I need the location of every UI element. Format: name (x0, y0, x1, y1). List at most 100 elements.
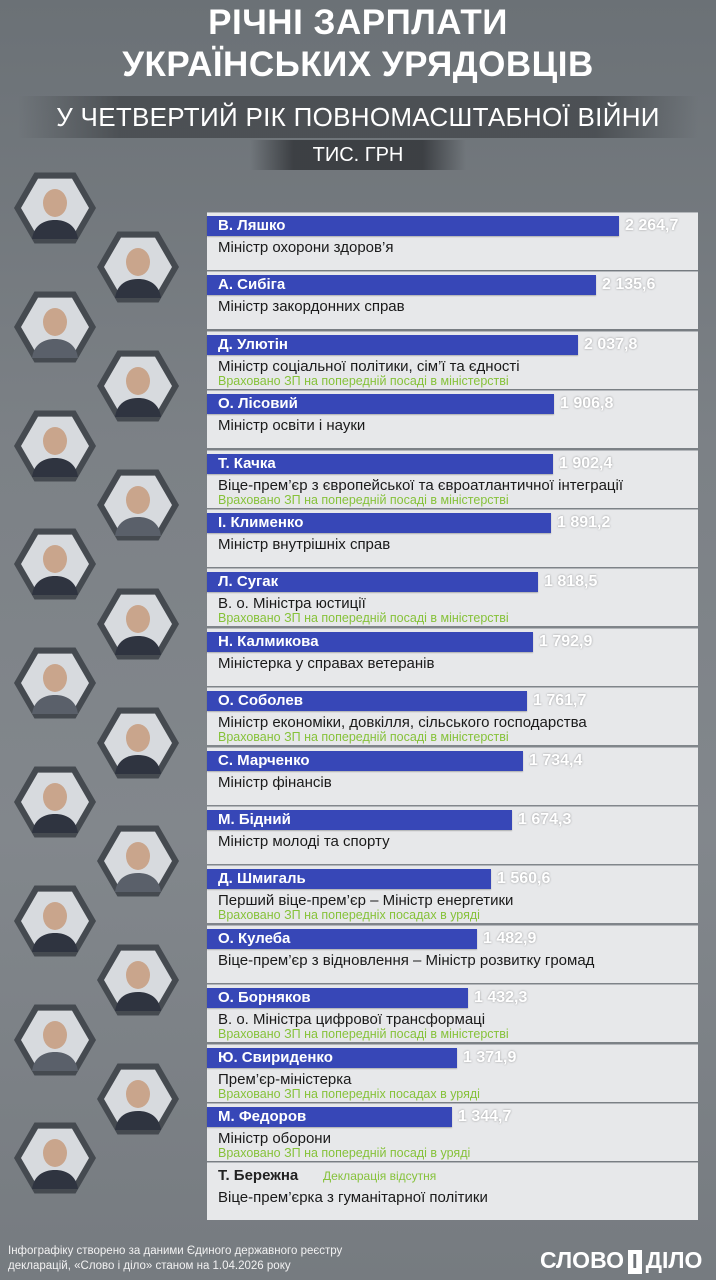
chart-bar (207, 572, 538, 592)
bar-value-label: 1 818,5 (544, 573, 598, 590)
person-icon-body (115, 1111, 161, 1130)
avatar-hexagon (97, 231, 179, 303)
chart-row-panel: Т. Качка 1 902,4 Віце-прем’єр з європейськ… (207, 450, 698, 508)
position-label: В. о. Міністра юстиції (218, 595, 366, 612)
person-icon-body (32, 933, 78, 952)
chart-row-panel: О. Соболев 1 761,7 Міністр економіки, довк… (207, 687, 698, 745)
bar-name-label: М. Бідний (218, 811, 291, 828)
chart-bar (207, 751, 523, 771)
avatar-hexagon (14, 291, 96, 363)
position-label: Міністр фінансів (218, 774, 332, 791)
chart-row-panel: І. Клименко 1 891,2 Міністр внутрішніх спр… (207, 509, 698, 567)
bar-value-label: 1 734,4 (529, 752, 583, 769)
avatar-hexagon (97, 1063, 179, 1135)
person-icon-body (115, 755, 161, 774)
salary-note: Враховано ЗП на попередній посаді в міні… (218, 730, 509, 744)
person-icon-head (43, 189, 67, 217)
unit-label: ТИС. ГРН (312, 144, 404, 166)
position-label: Прем’єр-міністерка (218, 1071, 352, 1088)
person-icon-head (126, 486, 150, 514)
person-icon-body (115, 636, 161, 655)
bar-value-label: 2 037,8 (584, 336, 638, 353)
chart-bar (207, 869, 491, 889)
bar-value-label: 1 560,6 (497, 870, 551, 887)
bar-name-label: О. Кулеба (218, 930, 291, 947)
bar-name-label: Л. Сугак (218, 573, 279, 590)
bar-name-label: О. Соболев (218, 692, 303, 709)
chart-row-panel: О. Лісовий 1 906,8 Міністр освіти і науки (207, 390, 698, 448)
bar-value-label: 1 344,7 (458, 1108, 512, 1125)
person-icon-head (43, 545, 67, 573)
salary-note: Враховано ЗП на попередній посаді в міні… (218, 611, 509, 625)
bar-value-label: 1 792,9 (539, 633, 593, 650)
person-icon-head (126, 605, 150, 633)
position-label: Міністр охорони здоров’я (218, 239, 394, 256)
person-icon-head (43, 308, 67, 336)
chart-row-panel: Д. Улютін 2 037,8 Міністр соціальної політ… (207, 331, 698, 389)
chart-bar (207, 275, 596, 295)
person-icon-body (32, 458, 78, 477)
avatar-hexagon (14, 1122, 96, 1194)
chart-bar (207, 335, 578, 355)
chart-bar (207, 1048, 457, 1068)
person-icon-head (43, 1021, 67, 1049)
salary-note: Враховано ЗП на попередній посаді в міні… (218, 1027, 509, 1041)
chart-row-panel: В. Ляшко 2 264,7 Міністр охорони здоров’я (207, 212, 698, 270)
avatar-hexagon (14, 885, 96, 957)
person-icon-head (126, 724, 150, 752)
position-label: Міністр соціальної політики, сім’ї та єд… (218, 358, 520, 375)
chart-row-panel: Д. Шмигаль 1 560,6 Перший віце-прем’єр – М… (207, 865, 698, 923)
salary-note: Враховано ЗП на попередніх посадах в уря… (218, 908, 480, 922)
chart-title-line1: РІЧНІ ЗАРПЛАТИ (208, 3, 508, 42)
bar-name-label: О. Борняков (218, 989, 311, 1006)
person-icon-head (126, 842, 150, 870)
position-label: Міністр внутрішніх справ (218, 536, 391, 553)
salary-note: Враховано ЗП на попередній посаді в уряд… (218, 1146, 471, 1160)
chart-row-panel: М. Федоров 1 344,7 Міністр оборони Врахован… (207, 1103, 698, 1161)
chart-title-line2: УКРАЇНСЬКИХ УРЯДОВЦІВ (122, 45, 594, 84)
unit-band (250, 140, 466, 170)
position-label: Міністерка у справах ветеранів (218, 655, 435, 672)
bar-name-label: В. Ляшко (218, 217, 286, 234)
chart-bar (207, 1107, 452, 1127)
logo-word-3: ДІЛО (645, 1247, 703, 1273)
bar-value-label: 1 891,2 (557, 514, 611, 531)
subtitle-band (18, 96, 698, 138)
person-icon-head (43, 664, 67, 692)
chart-bar (207, 216, 619, 236)
chart-subtitle: У ЧЕТВЕРТИЙ РІК ПОВНОМАСШТАБНОЇ ВІЙНИ (56, 102, 660, 132)
chart-row-panel: А. Сибіга 2 135,6 Міністр закордонних спра… (207, 271, 698, 329)
person-icon-body (115, 992, 161, 1011)
brand-logo: СЛОВО І ДІЛО (540, 1243, 702, 1277)
avatar-hexagon (14, 766, 96, 838)
source-note: Інфографіку створено за даними Єдиного д… (8, 1244, 378, 1274)
chart-bar (207, 810, 512, 830)
avatar-hexagon (14, 647, 96, 719)
position-label: Віце-прем’єр з європейської та євроатлан… (218, 477, 624, 494)
bar-value-label: 1 674,3 (518, 811, 572, 828)
person-icon-body (115, 517, 161, 536)
position-label: Міністр закордонних справ (218, 298, 405, 315)
chart-row-panel: Н. Калмикова 1 792,9 Міністерка у справах … (207, 628, 698, 686)
chart-row-panel: С. Марченко 1 734,4 Міністр фінансів (207, 747, 698, 805)
person-icon-head (126, 1080, 150, 1108)
avatar-hexagon (97, 944, 179, 1016)
person-icon-body (32, 576, 78, 595)
source-line-2: декларацій, «Слово і діло» станом на 1.0… (8, 1260, 291, 1272)
bar-name-label: Т. Бережна (218, 1167, 299, 1184)
source-line-1: Інфографіку створено за даними Єдиного д… (8, 1245, 343, 1257)
chart-bar (207, 929, 477, 949)
position-label: Міністр освіти і науки (218, 417, 366, 434)
avatar-hexagon (97, 588, 179, 660)
bar-name-label: А. Сибіга (218, 276, 286, 293)
person-icon-head (126, 248, 150, 276)
declaration-absent-label: Декларація відсутня (323, 1169, 437, 1183)
position-label: Міністр економіки, довкілля, сільського … (218, 714, 587, 731)
bar-name-label: І. Клименко (218, 514, 304, 531)
chart-bar (207, 394, 554, 414)
bar-value-label: 1 761,7 (533, 692, 587, 709)
position-label: Віце-прем’єрка з гуманітарної політики (218, 1189, 488, 1206)
avatar-hexagon (97, 350, 179, 422)
chart-row-panel: О. Кулеба 1 482,9 Віце-прем’єр з відновлен… (207, 925, 698, 983)
bar-name-label: С. Марченко (218, 752, 310, 769)
